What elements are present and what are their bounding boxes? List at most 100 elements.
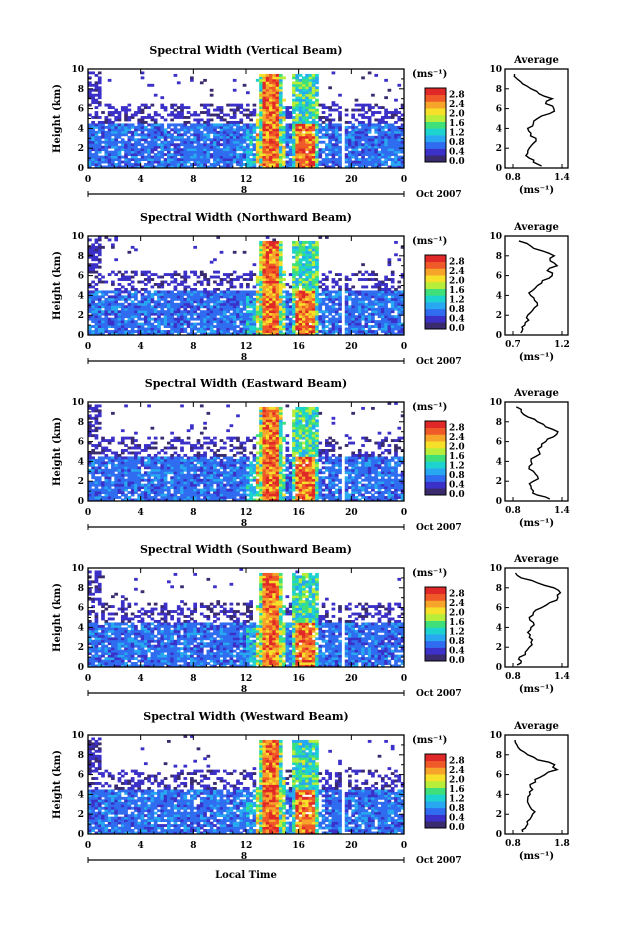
heatmap-cell — [357, 150, 362, 154]
heatmap-cell — [140, 461, 145, 465]
heatmap-cell — [325, 155, 329, 159]
heatmap-cell — [262, 158, 267, 161]
heatmap-cell — [371, 332, 375, 336]
heatmap-cell — [196, 145, 201, 149]
heatmap-cell — [232, 307, 237, 311]
heatmap-cell — [364, 295, 369, 299]
heatmap-cell — [269, 305, 273, 309]
heatmap-cell — [91, 444, 95, 447]
heatmap-cell — [143, 300, 148, 304]
heatmap-cell — [97, 468, 102, 472]
heatmap-cell — [186, 285, 191, 289]
heatmap-cell — [157, 320, 161, 324]
heatmap-cell — [203, 133, 207, 137]
heatmap-cell — [298, 98, 303, 102]
heatmap-cell — [97, 320, 102, 324]
heatmap-cell — [308, 280, 313, 284]
heatmap-cell — [301, 143, 306, 147]
heatmap-cell — [384, 315, 388, 319]
heatmap-cell — [292, 255, 296, 259]
heatmap-cell — [203, 111, 207, 114]
heatmap-cell — [344, 307, 349, 311]
heatmap-cell — [134, 158, 138, 161]
heatmap-cell — [298, 160, 303, 164]
heatmap-cell — [301, 332, 306, 336]
heatmap-cell — [186, 275, 191, 279]
heatmap-cell — [259, 138, 263, 142]
heatmap-cell — [351, 320, 356, 324]
heatmap-cell — [97, 145, 102, 149]
heatmap-cell — [311, 278, 316, 281]
heatmap-cell — [206, 125, 211, 129]
heatmap-cell — [101, 120, 105, 124]
heatmap-cell — [371, 330, 375, 333]
heatmap-cell — [124, 287, 128, 291]
heatmap-cell — [150, 458, 155, 462]
heatmap-cell — [298, 290, 303, 294]
heatmap-cell — [147, 143, 151, 147]
heatmap-cell — [206, 143, 211, 147]
heatmap-cell — [315, 273, 319, 277]
heatmap-cell — [397, 300, 402, 304]
heatmap-cell — [371, 320, 375, 324]
heatmap-cell — [364, 278, 369, 281]
heatmap-cell — [130, 476, 135, 480]
heatmap-cell — [137, 486, 142, 490]
heatmap-cell — [265, 292, 270, 296]
heatmap-cell — [249, 130, 253, 134]
heatmap-cell — [170, 317, 174, 321]
heatmap-cell — [272, 138, 277, 142]
heatmap-cell — [328, 310, 332, 314]
heatmap-cell — [232, 135, 237, 139]
heatmap-cell — [278, 111, 283, 114]
heatmap-cell — [206, 160, 211, 164]
heatmap-cell — [107, 473, 112, 477]
heatmap-cell — [209, 310, 214, 314]
heatmap-cell — [344, 125, 349, 129]
heatmap-cell — [199, 81, 204, 85]
heatmap-cell — [104, 488, 109, 492]
heatmap-cell — [229, 145, 234, 149]
heatmap-cell — [351, 305, 356, 309]
heatmap-cell — [380, 153, 385, 157]
heatmap-cell — [163, 297, 168, 301]
heatmap-cell — [262, 327, 267, 331]
heatmap-cell — [305, 312, 309, 316]
heatmap-cell — [183, 116, 188, 119]
heatmap-cell — [91, 476, 95, 480]
heatmap-cell — [176, 148, 181, 152]
heatmap-cell — [91, 471, 95, 475]
heatmap-cell — [120, 275, 125, 279]
heatmap-cell — [143, 138, 148, 142]
heatmap-cell — [94, 275, 99, 279]
heatmap-cell — [94, 130, 99, 134]
heatmap-cell — [107, 118, 112, 122]
heatmap-cell — [301, 255, 306, 259]
heatmap-cell — [311, 81, 316, 85]
heatmap-cell — [199, 111, 204, 114]
heatmap-cell — [252, 153, 257, 157]
heatmap-cell — [278, 253, 283, 257]
heatmap-cell — [206, 315, 211, 319]
heatmap-cell — [275, 275, 280, 279]
heatmap-cell — [262, 322, 267, 326]
heatmap-cell — [97, 250, 102, 254]
heatmap-cell — [321, 325, 326, 328]
heatmap-cell — [295, 78, 300, 82]
heatmap-cell — [94, 250, 99, 254]
heatmap-cell — [88, 81, 92, 85]
heatmap-cell — [311, 253, 316, 257]
heatmap-cell — [157, 481, 161, 485]
heatmap-cell — [140, 486, 145, 490]
heatmap-cell — [315, 73, 319, 77]
heatmap-cell — [262, 278, 267, 281]
heatmap-cell — [269, 270, 273, 274]
heatmap-cell — [219, 290, 224, 294]
heatmap-cell — [97, 478, 102, 482]
heatmap-cell — [321, 160, 326, 164]
heatmap-cell — [331, 302, 336, 306]
heatmap-cell — [282, 278, 286, 281]
heatmap-cell — [318, 125, 323, 129]
heatmap-cell — [295, 322, 300, 326]
heatmap-cell — [325, 295, 329, 299]
